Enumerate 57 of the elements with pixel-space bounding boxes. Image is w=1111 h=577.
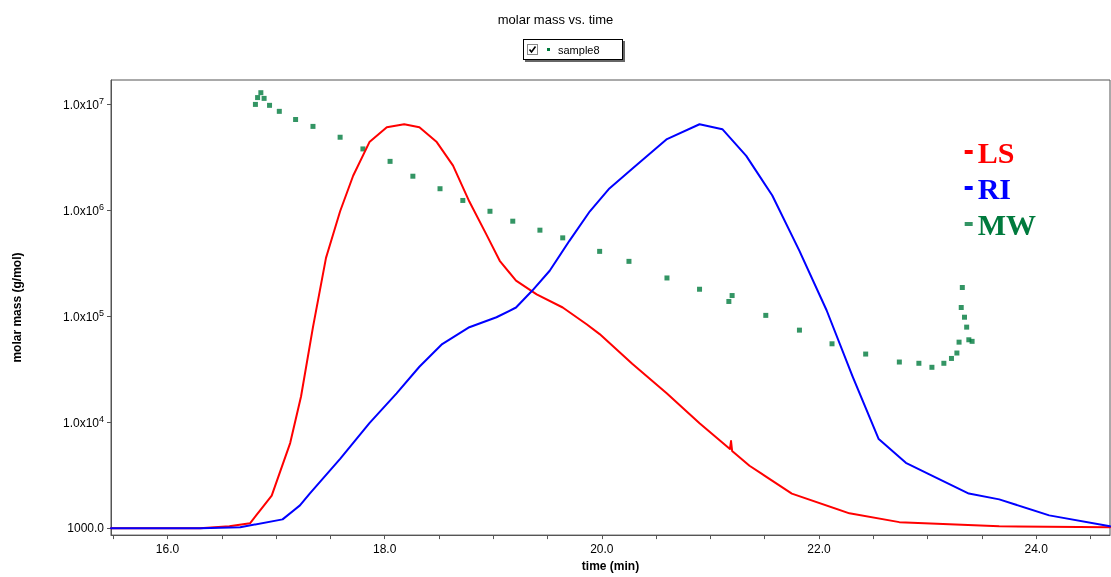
point (437, 186, 443, 192)
point (958, 305, 964, 311)
y-tick-label: 1.0x10$^{5}$ (62, 308, 104, 327)
legend-label: RI (977, 171, 1012, 205)
point (537, 227, 543, 233)
y-tick-label: 1.0x10$^{7}$ (62, 96, 104, 115)
point (626, 258, 632, 264)
point (258, 90, 264, 96)
point (954, 350, 960, 356)
point (829, 341, 835, 347)
point (941, 360, 947, 366)
point (460, 197, 466, 203)
point (929, 364, 935, 370)
y-axis-title: molar mass (g/mol) (10, 252, 24, 363)
point (293, 117, 299, 123)
y-tick-label: 1000.0 (67, 520, 104, 538)
point (276, 108, 282, 114)
point (863, 351, 869, 357)
point (916, 360, 922, 366)
x-tick-label: 18.0 (372, 542, 397, 557)
point (959, 284, 965, 290)
legend-label: MW (977, 207, 1037, 241)
point (956, 339, 962, 345)
chart-title: molar mass vs. time (497, 12, 614, 27)
line-series (110, 123, 1111, 530)
point (360, 146, 366, 152)
legend-title: sample8 (558, 43, 600, 56)
point (267, 102, 273, 108)
point (964, 324, 970, 330)
point (261, 95, 267, 101)
point (310, 123, 316, 129)
point (510, 218, 516, 224)
point (387, 158, 393, 164)
x-axis-title: time (min) (581, 559, 640, 573)
y-tick-label: 1.0x10$^{4}$ (62, 414, 104, 433)
point (487, 208, 493, 214)
point (948, 355, 954, 361)
x-tick-label: 20.0 (590, 542, 614, 557)
point (796, 327, 802, 333)
point (763, 312, 769, 318)
point (961, 314, 967, 320)
point (664, 275, 670, 281)
point (697, 286, 703, 292)
point (597, 248, 603, 254)
point (726, 298, 732, 304)
point (560, 235, 566, 241)
point (255, 95, 261, 101)
point (410, 173, 416, 179)
y-tick-label: 1.0x10$^{6}$ (62, 202, 104, 221)
x-tick-label: 22.0 (807, 542, 831, 557)
x-tick-label: 16.0 (155, 542, 180, 557)
point (252, 101, 258, 107)
point (896, 359, 902, 365)
point (729, 293, 735, 299)
point (337, 134, 343, 140)
x-tick-label: 24.0 (1024, 542, 1049, 557)
legend-label: LS (977, 135, 1015, 169)
